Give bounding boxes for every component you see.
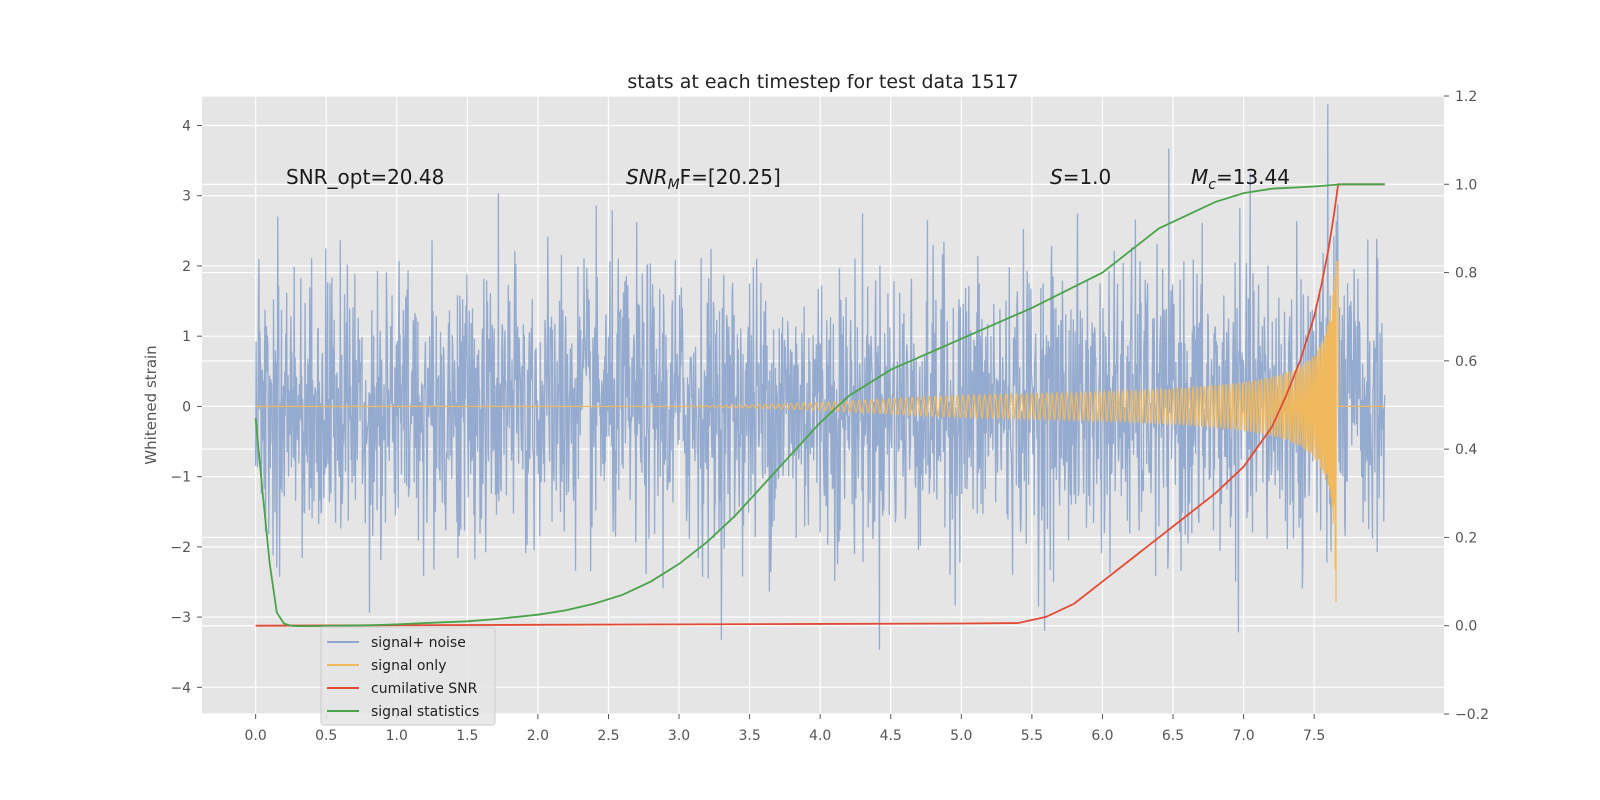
x-tick-label: 4.5 xyxy=(880,728,902,744)
x-tick-label: 5.0 xyxy=(950,728,972,744)
stat-line xyxy=(254,183,1385,628)
legend-box xyxy=(320,626,496,726)
x-tick-label: 3.5 xyxy=(738,728,760,744)
y-tick-label: −4 xyxy=(170,680,191,696)
x-tick-label: 6.0 xyxy=(1091,728,1113,744)
x-tick-label: 0.5 xyxy=(315,728,337,744)
y2-tick-label: −0.2 xyxy=(1455,707,1489,723)
x-tick-label: 0.0 xyxy=(244,728,266,744)
x-tick-label: 7.5 xyxy=(1303,728,1325,744)
annotation-0: SNR_opt=20.48 xyxy=(286,165,444,189)
annotation-3: Mc=13.44 xyxy=(1191,165,1290,193)
x-tick-label: 2.5 xyxy=(597,728,619,744)
y-tick-label: −3 xyxy=(170,610,191,626)
y-tick-label: 1 xyxy=(182,329,191,345)
series-3 xyxy=(254,183,1385,628)
y2-axis: 1.2 1.0 0.8 0.6 0.4 0.2 0.0 −0.2 xyxy=(1444,89,1489,723)
series-layer xyxy=(254,104,1386,650)
y2-tick-label: 0.0 xyxy=(1455,619,1477,635)
y2-tick-label: 0.8 xyxy=(1455,266,1477,282)
legend-label: signal only xyxy=(371,658,446,674)
y-tick-label: 2 xyxy=(182,259,191,275)
signal-line xyxy=(255,260,1385,603)
x-tick-label: 4.0 xyxy=(809,728,831,744)
legend-label: signal statistics xyxy=(371,704,479,720)
y2-tick-label: 0.2 xyxy=(1455,530,1477,546)
chart-title: stats at each timestep for test data 151… xyxy=(627,71,1018,93)
y-axis: 4 3 2 1 0 −1 −2 −3 −4 xyxy=(170,118,202,696)
y-tick-label: 0 xyxy=(182,399,191,415)
y-tick-label: 3 xyxy=(182,189,191,205)
x-tick-label: 7.0 xyxy=(1232,728,1254,744)
series-1 xyxy=(255,260,1385,603)
y-axis-label: Whitened strain xyxy=(142,345,160,464)
stat-line xyxy=(255,183,1385,627)
x-tick-label: 2.0 xyxy=(527,728,549,744)
annotation-2: S=1.0 xyxy=(1050,165,1111,189)
x-tick-label: 1.5 xyxy=(456,728,478,744)
x-tick-label: 1.0 xyxy=(386,728,408,744)
series-0 xyxy=(254,104,1386,650)
y-tick-label: −1 xyxy=(170,470,191,486)
legend-label: signal+ noise xyxy=(371,635,466,651)
y2-tick-label: 1.2 xyxy=(1455,89,1477,105)
y-tick-label: −2 xyxy=(170,540,191,556)
x-tick-label: 3.0 xyxy=(668,728,690,744)
x-tick-label: 5.5 xyxy=(1021,728,1043,744)
annotations: SNR_opt=20.48 SNRMF=[20.25] S=1.0 Mc=13.44 xyxy=(286,165,1290,193)
annotation-1: SNRMF=[20.25] xyxy=(626,165,781,193)
legend: signal+ noise signal only cumilative SNR si… xyxy=(320,626,496,726)
x-tick-label: 6.5 xyxy=(1162,728,1184,744)
y2-tick-label: 0.6 xyxy=(1455,354,1477,370)
y-tick-label: 4 xyxy=(182,118,191,134)
legend-label: cumilative SNR xyxy=(371,681,478,697)
x-axis: 0.0 0.5 1.0 1.5 2.0 2.5 3.0 3.5 4.0 4.5 5.0 5.5 6.0 6… xyxy=(244,714,1325,744)
y2-tick-label: 0.4 xyxy=(1455,442,1477,458)
series-2 xyxy=(255,183,1385,627)
noise-line xyxy=(254,104,1386,650)
y2-tick-label: 1.0 xyxy=(1455,177,1477,193)
